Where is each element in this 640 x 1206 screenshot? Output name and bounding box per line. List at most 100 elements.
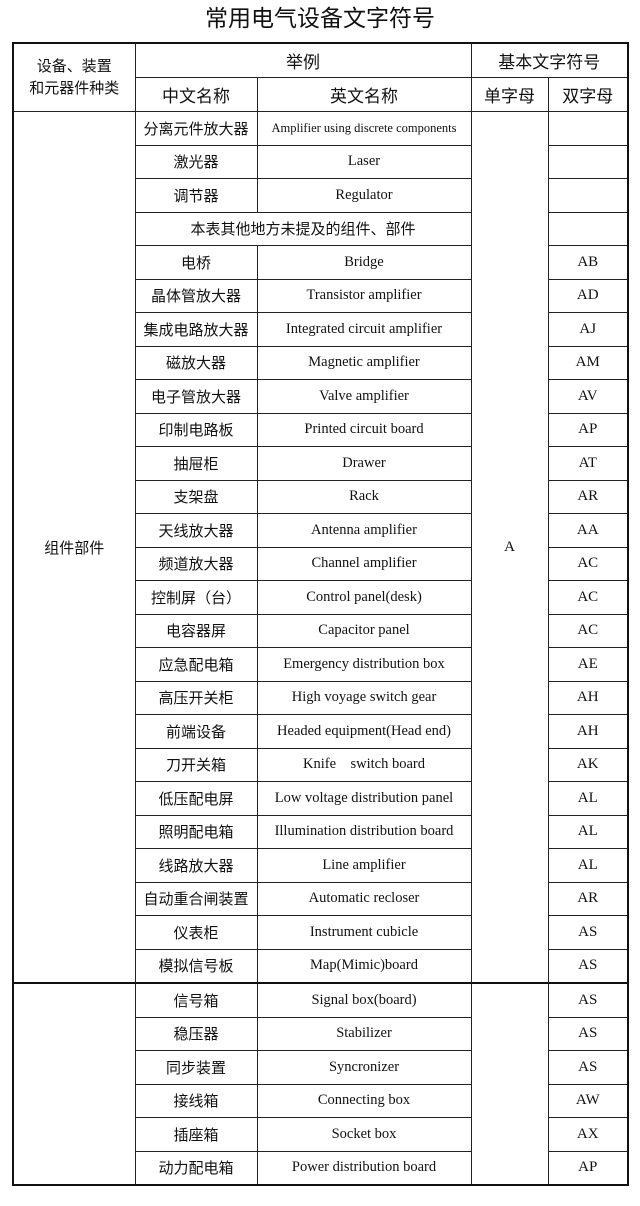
table-row: 天线放大器 Antenna amplifier AA <box>13 513 629 548</box>
en-name-cell: Capacitor panel <box>256 613 472 648</box>
double-letter-cell <box>547 111 629 146</box>
category-cell: 组件部件 <box>12 111 136 984</box>
table-row: 调节器 Regulator <box>13 178 629 213</box>
en-name-cell: Valve amplifier <box>256 379 472 414</box>
header-cn-name: 中文名称 <box>134 77 258 112</box>
double-letter-cell: AP <box>547 412 629 447</box>
table-row: 高压开关柜 High voyage switch gear AH <box>13 680 629 715</box>
cn-name-cell: 电子管放大器 <box>134 379 258 414</box>
table-row: 集成电路放大器 Integrated circuit amplifier AJ <box>13 312 629 347</box>
double-letter-cell <box>547 211 629 246</box>
table-row: 本表其他地方未提及的组件、部件 <box>13 211 629 246</box>
single-letter-cell <box>470 982 549 1186</box>
double-letter-cell: AS <box>547 915 629 950</box>
double-letter-cell: AM <box>547 345 629 380</box>
en-name-cell: Illumination distribution board <box>256 814 472 849</box>
header-category-line1: 设备、装置 <box>36 58 112 75</box>
cn-name-cell: 仪表柜 <box>134 915 258 950</box>
double-letter-cell: AC <box>547 613 629 648</box>
en-name-cell: Automatic recloser <box>256 881 472 916</box>
en-name-cell: Drawer <box>256 446 472 481</box>
double-letter-cell: AR <box>547 881 629 916</box>
en-name-cell: Connecting box <box>256 1083 472 1118</box>
cn-name-cell: 前端设备 <box>134 714 258 749</box>
table-row: 支架盘 Rack AR <box>13 479 629 514</box>
cn-name-cell: 分离元件放大器 <box>134 111 258 146</box>
table-row: 电子管放大器 Valve amplifier AV <box>13 379 629 414</box>
table-row: 模拟信号板 Map(Mimic)board AS <box>13 948 629 984</box>
header-row-1: 设备、装置和元器件种类 举例 基本文字符号 <box>12 42 629 112</box>
header-category: 设备、装置和元器件种类 <box>12 42 136 112</box>
double-letter-cell: AA <box>547 513 629 548</box>
cn-name-cell: 刀开关箱 <box>134 747 258 782</box>
header-single: 单字母 <box>470 77 549 112</box>
single-letter-cell: A <box>470 111 549 984</box>
cn-name-cell: 电容器屏 <box>134 613 258 648</box>
double-letter-cell <box>547 178 629 213</box>
cn-name-cell: 控制屏（台） <box>134 580 258 615</box>
cn-name-cell: 集成电路放大器 <box>134 312 258 347</box>
cn-name-cell: 激光器 <box>134 144 258 179</box>
double-letter-cell: AH <box>547 714 629 749</box>
en-name-cell: Emergency distribution box <box>256 647 472 682</box>
header-double: 双字母 <box>547 77 629 112</box>
header-symbol: 基本文字符号 <box>470 42 629 78</box>
table-row: 磁放大器 Magnetic amplifier AM <box>13 345 629 380</box>
table-row: 同步装置 Syncronizer AS <box>13 1050 629 1085</box>
cn-name-cell: 自动重合闸装置 <box>134 881 258 916</box>
double-letter-cell: AH <box>547 680 629 715</box>
cn-name-cell: 印制电路板 <box>134 412 258 447</box>
cn-name-cell: 调节器 <box>134 178 258 213</box>
en-name-cell: Antenna amplifier <box>256 513 472 548</box>
table-row: 接线箱 Connecting box AW <box>13 1083 629 1118</box>
en-name-cell: Stabilizer <box>256 1016 472 1051</box>
en-name-cell: Low voltage distribution panel <box>256 781 472 816</box>
table-row: 信号箱 Signal box(board) AS <box>12 982 629 1186</box>
page-title: 常用电气设备文字符号 <box>205 6 435 31</box>
double-letter-cell: AS <box>547 948 629 984</box>
en-name-cell: Bridge <box>256 245 472 280</box>
double-letter-cell: AD <box>547 278 629 313</box>
double-letter-cell: AE <box>547 647 629 682</box>
table-row: 仪表柜 Instrument cubicle AS <box>13 915 629 950</box>
double-letter-cell: AS <box>547 1050 629 1085</box>
cn-name-cell: 高压开关柜 <box>134 680 258 715</box>
double-letter-cell: AL <box>547 781 629 816</box>
cn-name-cell: 天线放大器 <box>134 513 258 548</box>
cn-name-cell: 线路放大器 <box>134 848 258 883</box>
en-name-cell: Power distribution board <box>256 1150 472 1186</box>
double-letter-cell: AL <box>547 848 629 883</box>
symbol-table: 设备、装置 和元器件种类 举例 基本文字符号 中文名称 英文名称 单字母 双字母 … <box>12 42 629 1186</box>
en-name-cell: Control panel(desk) <box>256 580 472 615</box>
cn-name-cell: 接线箱 <box>134 1083 258 1118</box>
en-name-cell: Integrated circuit amplifier <box>256 312 472 347</box>
category-cell <box>12 982 136 1186</box>
header-example: 举例 <box>134 42 472 78</box>
cn-name-cell: 插座箱 <box>134 1117 258 1152</box>
en-name-cell: Knife switch board <box>256 747 472 782</box>
table-row: 稳压器 Stabilizer AS <box>13 1016 629 1051</box>
cn-name-cell: 电桥 <box>134 245 258 280</box>
table-row: 刀开关箱 Knife switch board AK <box>13 747 629 782</box>
header-category-line2: 和元器件种类 <box>29 80 120 97</box>
en-name-cell: Rack <box>256 479 472 514</box>
cn-name-cell: 支架盘 <box>134 479 258 514</box>
en-name-cell: Line amplifier <box>256 848 472 883</box>
en-name-cell: High voyage switch gear <box>256 680 472 715</box>
double-letter-cell: AK <box>547 747 629 782</box>
cn-name-cell: 照明配电箱 <box>134 814 258 849</box>
double-letter-cell: AT <box>547 446 629 481</box>
en-name-cell: Magnetic amplifier <box>256 345 472 380</box>
en-name-cell: Map(Mimic)board <box>256 948 472 984</box>
table-row: 控制屏（台） Control panel(desk) AC <box>13 580 629 615</box>
double-letter-cell: AC <box>547 546 629 581</box>
double-letter-cell: AC <box>547 580 629 615</box>
en-name-cell: Amplifier using discrete components <box>256 111 472 146</box>
double-letter-cell: AW <box>547 1083 629 1118</box>
cn-name-cell: 同步装置 <box>134 1050 258 1085</box>
en-name-cell: Headed equipment(Head end) <box>256 714 472 749</box>
table-row: 动力配电箱 Power distribution board AP <box>13 1150 629 1186</box>
header-row-2: 中文名称 英文名称 单字母 双字母 <box>13 77 629 112</box>
en-name-cell: Printed circuit board <box>256 412 472 447</box>
en-name-cell: Signal box(board) <box>256 982 472 1018</box>
